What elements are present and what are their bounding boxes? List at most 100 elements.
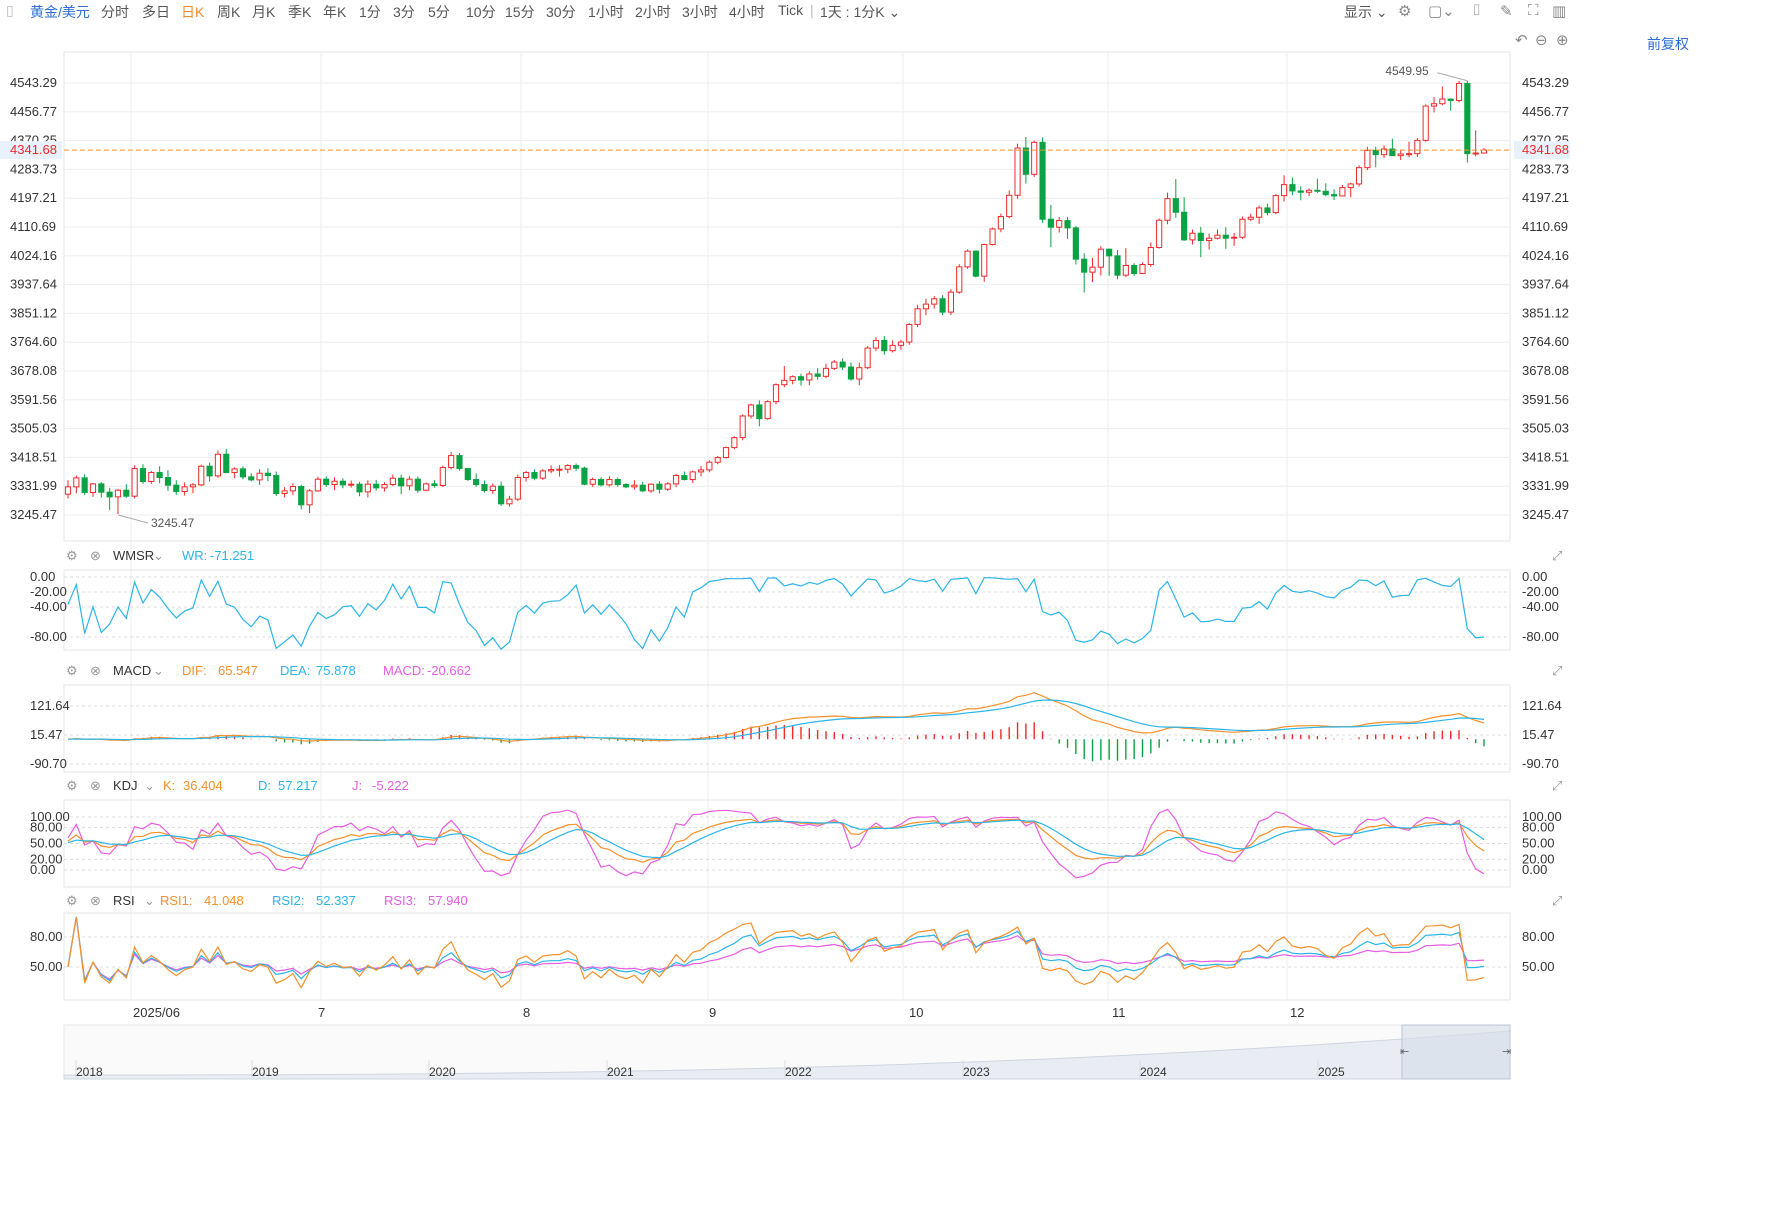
rsi2-line [67, 916, 1485, 984]
y-tick-right: 4197.21 [1522, 190, 1569, 205]
kdj-y-tick-right: 20.00 [1522, 851, 1555, 866]
period-tab-1[interactable]: 多日 [142, 4, 170, 20]
period-tab-4[interactable]: 月K [252, 4, 276, 20]
series-value-k: 36.404 [183, 778, 223, 793]
candle-body [872, 339, 880, 349]
candle-body [273, 475, 280, 495]
zoom-out-icon[interactable]: ⊖ [1535, 32, 1548, 49]
indicator-close-icon: ⊗ [90, 893, 101, 908]
interval-select[interactable]: 1天 : 1分K ⌄ [820, 4, 901, 20]
fullscreen-icon[interactable]: ⛶ [1528, 2, 1539, 19]
rsi-y-tick-right: 80.00 [1522, 929, 1555, 944]
period-tab-3[interactable]: 周K [217, 4, 241, 20]
symbol-label[interactable]: 黄金/美元 [30, 4, 90, 20]
macd-y-tick-right: -90.70 [1522, 756, 1559, 771]
candle-body [914, 308, 921, 325]
period-tab-13[interactable]: 1小时 [588, 4, 624, 20]
candle-body [1114, 255, 1121, 276]
navigator-year-label: 2018 [76, 1065, 103, 1079]
candle-body [164, 477, 172, 486]
candle-body [1389, 148, 1396, 157]
period-tab-6[interactable]: 年K [323, 4, 347, 20]
candle-body [1372, 149, 1379, 156]
kdj-y-tick-right: 100.00 [1522, 809, 1562, 824]
candle-body [1256, 207, 1263, 218]
y-tick-right: 3418.51 [1522, 449, 1569, 464]
candle-body [747, 404, 755, 417]
period-tab-5[interactable]: 季K [288, 4, 312, 20]
y-tick-right: 3245.47 [1522, 507, 1569, 522]
wmsr-y-tick-right: 0.00 [1522, 569, 1547, 584]
pen-icon[interactable]: ✎ [1500, 3, 1513, 20]
layout-icon[interactable]: ▥ [1552, 3, 1567, 20]
sidebar-toggle-icon[interactable]: ▯ [6, 2, 14, 18]
y-tick-left: 3418.51 [10, 449, 57, 464]
candle-body [206, 465, 213, 477]
undo-icon[interactable]: ↶ [1515, 32, 1528, 49]
settings-icon[interactable]: ⚙ [1398, 3, 1412, 20]
period-tab-11[interactable]: 15分 [505, 4, 535, 20]
candle-body [456, 455, 463, 470]
display-menu[interactable]: 显示 ⌄ [1344, 4, 1388, 20]
x-axis-label: 12 [1290, 1005, 1304, 1020]
candle-body [114, 489, 122, 498]
period-tab-7[interactable]: 1分 [359, 4, 381, 20]
period-tab-16[interactable]: 4小时 [729, 4, 765, 20]
period-tab-12[interactable]: 30分 [546, 4, 576, 20]
candle-body [514, 477, 521, 500]
adjust-mode-button[interactable]: 前复权 [1647, 36, 1689, 52]
period-tab-10[interactable]: 10分 [466, 4, 496, 20]
candle-body [306, 490, 313, 506]
candle-body [1264, 207, 1271, 214]
candle-body [1031, 141, 1038, 175]
y-tick-left: 4024.16 [10, 248, 57, 263]
candle-body [931, 298, 938, 305]
indicator-settings-icon: ⚙ [66, 778, 78, 793]
candle-body [1181, 211, 1188, 241]
zoom-in-icon[interactable]: ⊕ [1556, 32, 1569, 49]
y-tick-left: 4456.77 [10, 104, 57, 119]
candle-body [697, 469, 705, 473]
candle-body [298, 486, 305, 506]
candle-body [1156, 219, 1163, 249]
y-tick-right: 3764.60 [1522, 334, 1569, 349]
period-tab-2[interactable]: 日K [181, 4, 205, 20]
rsi-frame [63, 912, 1511, 1001]
indicator-menu-icon: ⌄ [153, 663, 164, 678]
period-tab-9[interactable]: 5分 [428, 4, 450, 20]
series-value-rsi1: 41.048 [204, 893, 244, 908]
candle-body [189, 484, 197, 488]
series-name-k: K: [163, 778, 175, 793]
candle-body [406, 478, 413, 487]
candle-body [531, 472, 538, 479]
candle-body [647, 483, 655, 492]
period-tab-14[interactable]: 2小时 [635, 4, 671, 20]
wmsr-y-tick-right: -40.00 [1522, 599, 1559, 614]
period-tab-17[interactable]: Tick [778, 2, 804, 18]
x-axis-label: 7 [318, 1005, 325, 1020]
period-tab-0[interactable]: 分时 [101, 4, 129, 20]
candle-body [681, 475, 688, 481]
candle-body [1106, 248, 1113, 257]
y-tick-left: 3591.56 [10, 392, 57, 407]
navigator-year-label: 2022 [785, 1065, 812, 1079]
indicator-name: KDJ [113, 778, 138, 793]
kdj-y-tick-left: 20.00 [30, 851, 63, 866]
candle-body [248, 476, 255, 481]
candle-body [548, 469, 555, 472]
period-tab-15[interactable]: 3小时 [682, 4, 718, 20]
square-icon[interactable]: ▢⌄ [1428, 3, 1455, 20]
indicator-expand-icon: ⤢ [1552, 893, 1562, 908]
series-value-dif: 65.547 [218, 663, 258, 678]
candle-body [639, 484, 646, 492]
camera-icon[interactable]: ⌷ [1472, 2, 1482, 19]
period-tab-8[interactable]: 3分 [393, 4, 415, 20]
wmsr-y-tick-left: -80.00 [30, 629, 67, 644]
wmsr-y-tick-left: -40.00 [30, 599, 67, 614]
low-marker-label: 3245.47 [151, 516, 195, 530]
candle-body [1064, 220, 1071, 229]
candle-body [1206, 237, 1213, 242]
d-line [67, 819, 1485, 859]
candle-body [556, 468, 563, 471]
y-tick-left: 3245.47 [10, 507, 57, 522]
